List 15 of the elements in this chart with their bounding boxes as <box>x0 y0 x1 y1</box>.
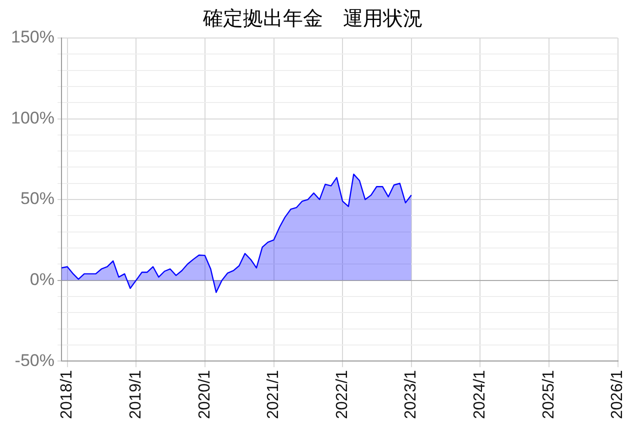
x-tick-label: 2022/1 <box>334 370 351 419</box>
x-tick-label: 2019/1 <box>127 370 144 419</box>
x-tick-label: 2018/1 <box>58 370 76 419</box>
x-tick-label: 2026/1 <box>609 370 626 419</box>
x-tick-label: 2020/1 <box>196 370 214 419</box>
x-tick-label: 2024/1 <box>471 370 488 419</box>
y-tick-label: 0% <box>30 270 54 289</box>
chart-title: 確定拠出年金 運用状況 <box>202 6 423 30</box>
x-tick-label: 2021/1 <box>265 370 282 419</box>
y-tick-label: 150% <box>10 28 54 47</box>
x-tick-label: 2025/1 <box>540 370 558 419</box>
x-tick-label: 2023/1 <box>402 370 420 419</box>
y-tick-label: -50% <box>14 350 54 370</box>
y-tick-label: 100% <box>10 108 54 128</box>
y-tick-label: 50% <box>20 189 54 208</box>
